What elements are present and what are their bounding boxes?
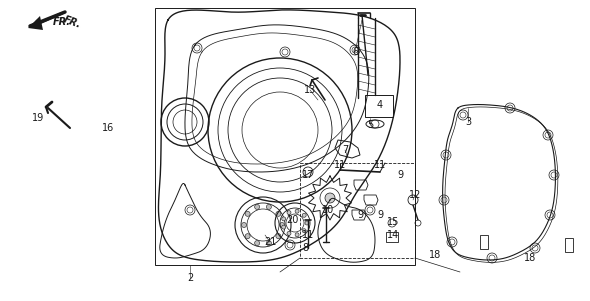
Circle shape xyxy=(295,209,299,213)
Text: 21: 21 xyxy=(264,237,276,247)
Text: 4: 4 xyxy=(377,100,383,110)
Circle shape xyxy=(281,217,286,221)
Bar xyxy=(365,95,393,117)
Text: 19: 19 xyxy=(32,113,44,123)
Text: 7: 7 xyxy=(342,145,348,155)
Circle shape xyxy=(302,229,306,233)
Text: 5: 5 xyxy=(367,120,373,130)
Text: 10: 10 xyxy=(322,205,334,215)
Text: 11: 11 xyxy=(334,160,346,170)
Text: 11: 11 xyxy=(374,160,386,170)
Text: 9: 9 xyxy=(357,210,363,220)
Text: 9: 9 xyxy=(397,170,403,180)
Text: 16: 16 xyxy=(102,123,114,133)
Bar xyxy=(300,163,415,258)
Circle shape xyxy=(287,231,291,235)
Text: 15: 15 xyxy=(387,217,399,227)
Text: 2: 2 xyxy=(187,273,193,283)
Circle shape xyxy=(255,204,260,209)
Circle shape xyxy=(325,193,335,203)
Circle shape xyxy=(266,240,271,246)
Text: 18: 18 xyxy=(429,250,441,260)
Text: 17: 17 xyxy=(302,170,314,180)
Circle shape xyxy=(276,211,281,216)
Circle shape xyxy=(266,204,271,209)
Circle shape xyxy=(241,222,247,228)
Text: 11: 11 xyxy=(302,230,314,240)
Circle shape xyxy=(280,222,284,228)
Polygon shape xyxy=(28,16,43,30)
Text: 18: 18 xyxy=(524,253,536,263)
Circle shape xyxy=(281,225,286,229)
Circle shape xyxy=(305,221,309,225)
Text: 8: 8 xyxy=(302,243,308,253)
Circle shape xyxy=(295,233,299,237)
Circle shape xyxy=(245,211,250,216)
Text: 9: 9 xyxy=(377,210,383,220)
Text: FR.: FR. xyxy=(62,14,83,30)
Circle shape xyxy=(302,213,306,217)
Circle shape xyxy=(287,211,291,215)
Text: 20: 20 xyxy=(286,215,298,225)
Text: FR.: FR. xyxy=(53,17,71,27)
Text: 12: 12 xyxy=(409,190,421,200)
Circle shape xyxy=(276,234,281,239)
Circle shape xyxy=(245,234,250,239)
Bar xyxy=(480,235,488,249)
Text: 13: 13 xyxy=(304,85,316,95)
Text: 6: 6 xyxy=(352,47,358,57)
Bar xyxy=(565,238,573,252)
Text: 3: 3 xyxy=(465,117,471,127)
Bar xyxy=(155,8,415,265)
Text: 14: 14 xyxy=(387,230,399,240)
Circle shape xyxy=(255,240,260,246)
